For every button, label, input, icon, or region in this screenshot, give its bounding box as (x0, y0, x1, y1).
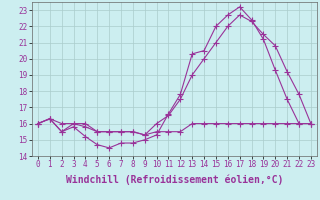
X-axis label: Windchill (Refroidissement éolien,°C): Windchill (Refroidissement éolien,°C) (66, 175, 283, 185)
